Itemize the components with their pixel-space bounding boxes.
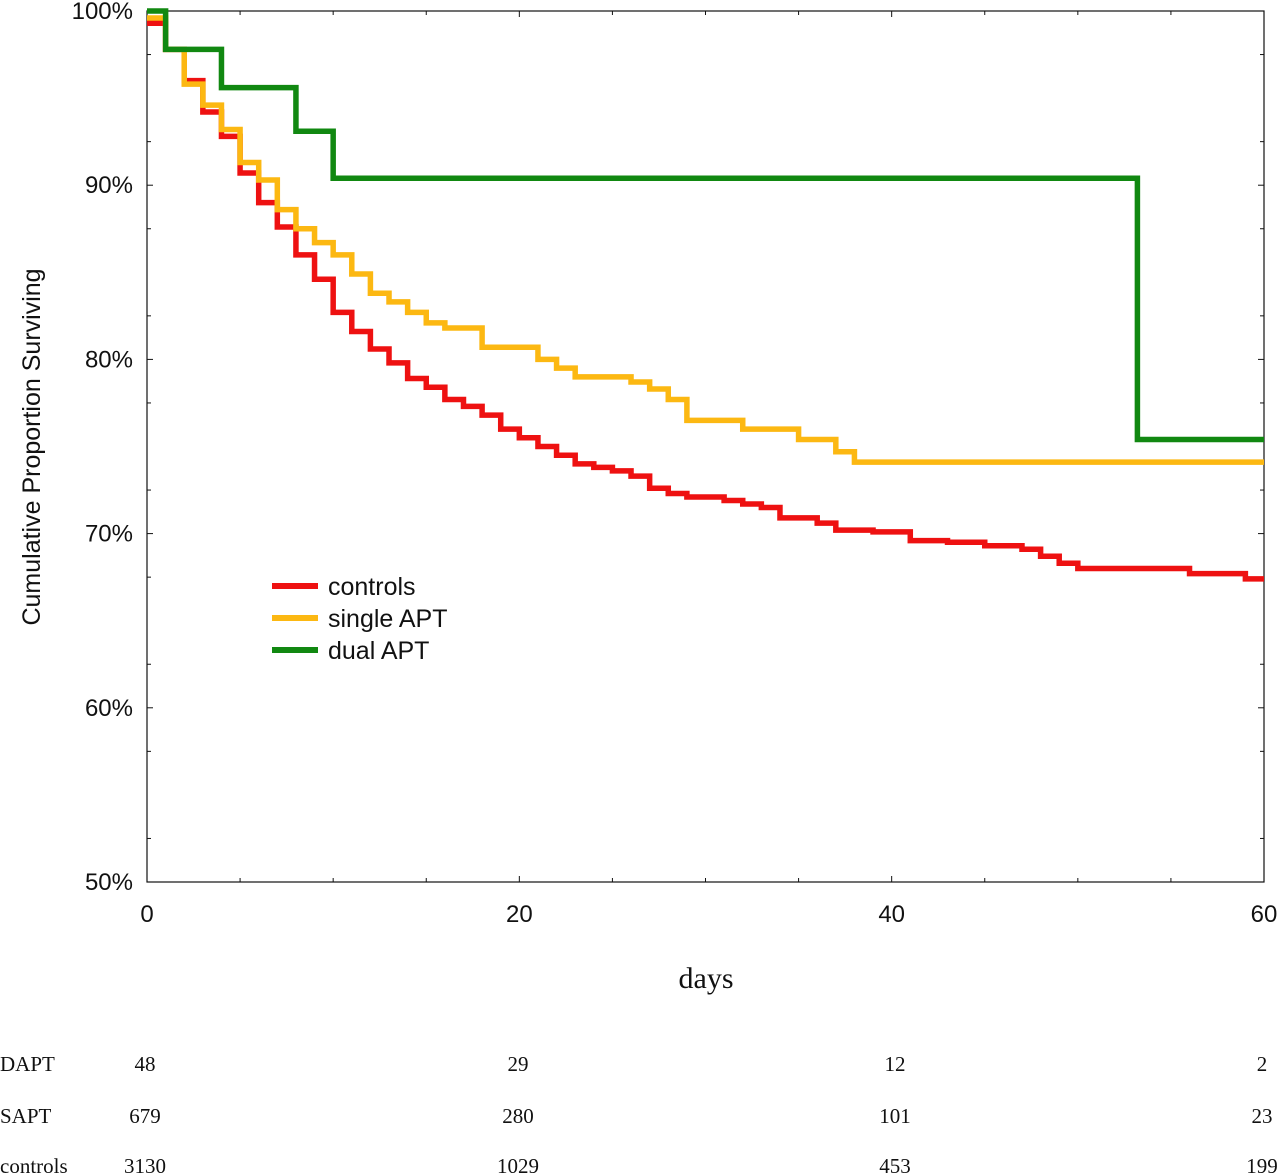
legend-label-single-apt: single APT	[328, 605, 448, 633]
x-tick-label: 0	[140, 901, 153, 928]
y-axis: 50% 60% 70% 80% 90% 100%	[72, 0, 1264, 896]
x-tick-label: 20	[506, 901, 533, 928]
risk-row-label: SAPT	[0, 1104, 52, 1128]
y-tick-label: 50%	[85, 869, 133, 896]
legend-label-dual-apt: dual APT	[328, 637, 429, 665]
survival-curves	[147, 8, 1264, 582]
plot-frame	[146, 10, 1265, 883]
y-tick-label: 70%	[85, 521, 133, 548]
risk-cell: 12	[885, 1052, 906, 1076]
legend-label-controls: controls	[328, 573, 416, 601]
risk-cell: 29	[508, 1052, 529, 1076]
risk-cell: 453	[879, 1154, 911, 1176]
risk-cell: 1029	[497, 1154, 539, 1176]
risk-cell: 199	[1246, 1154, 1278, 1176]
legend: controls single APT dual APT	[272, 573, 448, 665]
y-tick-label: 90%	[85, 172, 133, 199]
curve-single-apt	[147, 15, 1264, 465]
x-axis: 0 20 40 60	[140, 11, 1277, 928]
risk-cell: 48	[135, 1052, 156, 1076]
risk-row-label: DAPT	[0, 1052, 55, 1076]
risk-cell: 23	[1252, 1104, 1273, 1128]
risk-cell: 679	[129, 1104, 161, 1128]
x-axis-label: days	[679, 962, 734, 995]
y-axis-label: Cumulative Proportion Surviving	[18, 268, 46, 625]
risk-cell: 280	[502, 1104, 534, 1128]
y-tick-label: 80%	[85, 346, 133, 373]
x-tick-label: 40	[878, 901, 905, 928]
risk-cell: 101	[879, 1104, 911, 1128]
risk-cell: 2	[1257, 1052, 1268, 1076]
y-tick-label: 60%	[85, 695, 133, 722]
y-tick-label: 100%	[72, 0, 133, 25]
risk-cell: 3130	[124, 1154, 166, 1176]
curve-dual-apt	[147, 8, 1264, 443]
curve-controls	[147, 20, 1264, 582]
risk-table: DAPT 48 29 12 2 SAPT 679 280 101 23 controls 3130 10…	[0, 1052, 1278, 1176]
x-tick-label: 60	[1251, 901, 1278, 928]
risk-row-label: controls	[0, 1154, 68, 1176]
